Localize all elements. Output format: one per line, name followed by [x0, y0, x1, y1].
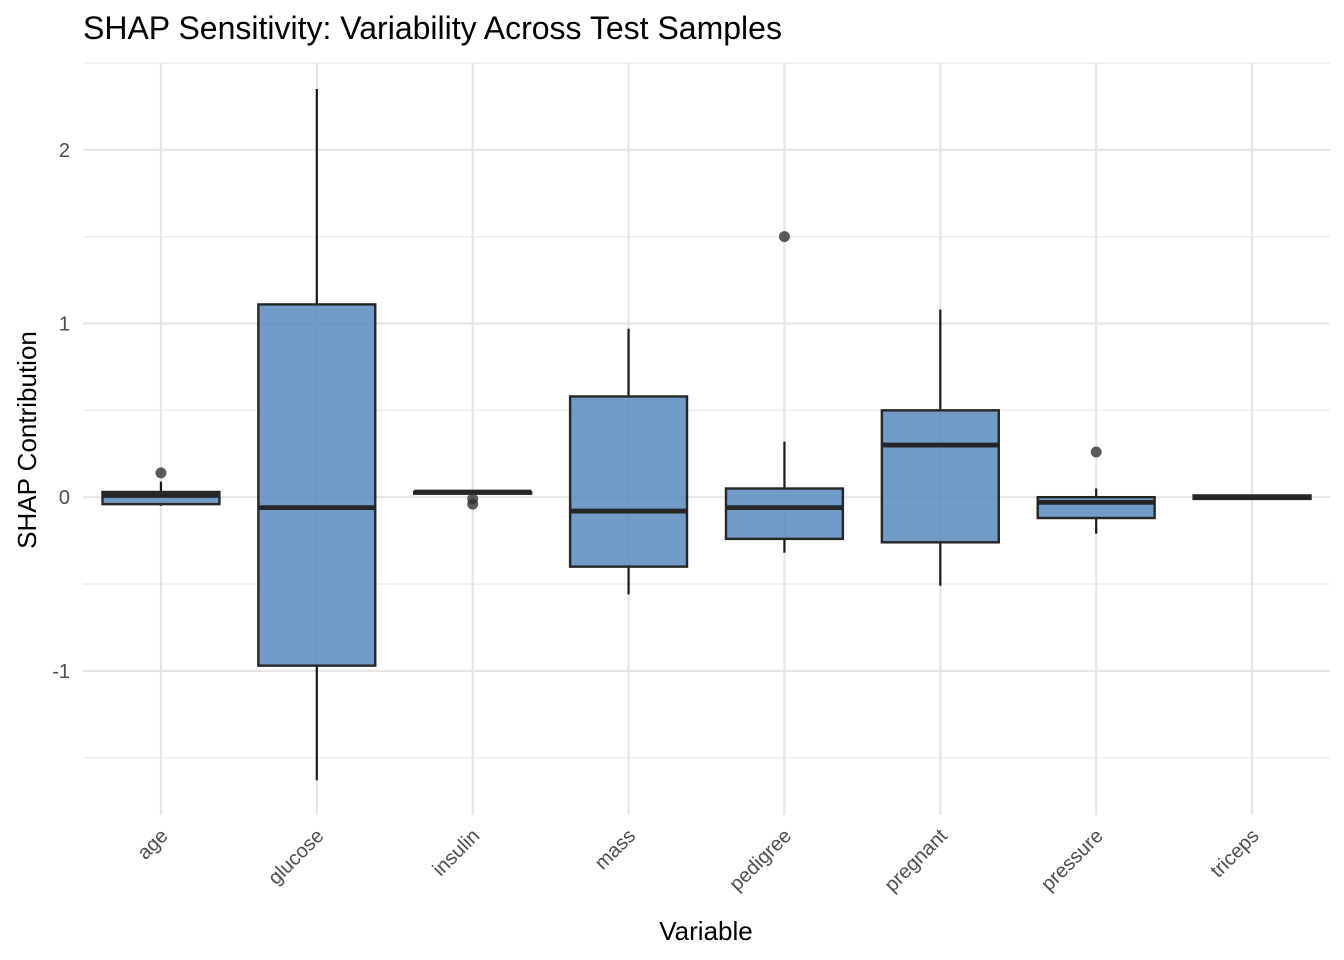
x-tick-label: pregnant	[880, 825, 952, 897]
outlier-point	[1090, 446, 1102, 458]
box-triceps	[1192, 494, 1312, 501]
box-pressure	[1036, 446, 1156, 534]
box-rect	[257, 303, 377, 667]
x-tick-label: age	[133, 825, 172, 864]
x-tick-label: triceps	[1206, 825, 1263, 882]
outlier-point	[778, 231, 790, 243]
box-age	[101, 467, 221, 506]
box-pedigree	[724, 231, 845, 553]
x-tick-label: glucose	[264, 825, 328, 889]
y-axis-title: SHAP Contribution	[12, 331, 42, 549]
x-axis-title: Variable	[659, 916, 752, 946]
box-mass	[568, 328, 689, 595]
x-tick-label: insulin	[429, 825, 485, 881]
box-glucose	[257, 89, 377, 781]
box-rect	[568, 395, 689, 568]
x-tick-label: pressure	[1037, 825, 1108, 896]
x-tick-label: mass	[591, 825, 640, 874]
box-insulin	[413, 489, 533, 510]
box-rect	[880, 409, 1000, 544]
x-axis-ticks: age glucose insulin mass pedigree pregnant pre…	[133, 825, 1263, 897]
y-tick-label: 2	[59, 140, 70, 162]
outlier-point	[155, 467, 167, 479]
y-axis-ticks: -1 0 1 2	[52, 140, 70, 683]
y-tick-label: 1	[59, 314, 70, 336]
boxes	[101, 89, 1312, 781]
x-tick-label: pedigree	[725, 825, 796, 896]
chart-title: SHAP Sensitivity: Variability Across Tes…	[83, 10, 782, 46]
box-rect	[724, 487, 845, 541]
y-tick-label: -1	[52, 661, 70, 683]
outlier-point	[467, 498, 479, 510]
box-pregnant	[880, 309, 1000, 586]
y-tick-label: 0	[59, 487, 70, 509]
